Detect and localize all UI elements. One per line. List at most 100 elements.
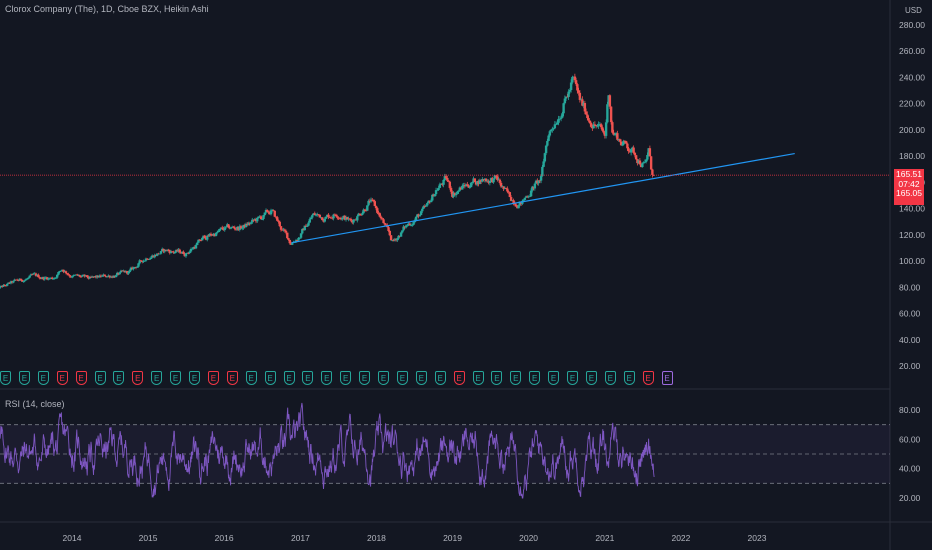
candle bbox=[453, 192, 457, 196]
candle bbox=[567, 89, 570, 101]
candle bbox=[564, 96, 568, 102]
candle bbox=[322, 218, 325, 223]
earnings-badge[interactable]: E bbox=[264, 371, 276, 385]
candle bbox=[273, 210, 276, 217]
candle bbox=[311, 214, 314, 220]
candle bbox=[8, 282, 11, 285]
rsi-title[interactable]: RSI (14, close) bbox=[5, 399, 65, 409]
candle bbox=[358, 213, 361, 216]
candle bbox=[474, 181, 478, 186]
earnings-badge[interactable]: E bbox=[642, 371, 654, 385]
earnings-badge[interactable]: E bbox=[245, 371, 257, 385]
earnings-badge[interactable]: E bbox=[623, 371, 635, 385]
candle bbox=[499, 180, 503, 189]
candle bbox=[94, 275, 98, 279]
earnings-badge[interactable]: E bbox=[340, 371, 352, 385]
earnings-badge[interactable]: E bbox=[170, 371, 182, 385]
earnings-badge[interactable]: E bbox=[321, 371, 333, 385]
candle bbox=[479, 179, 483, 185]
candle bbox=[339, 216, 343, 221]
earnings-badge[interactable]: E bbox=[226, 371, 238, 385]
candle bbox=[638, 158, 642, 166]
earnings-badge[interactable]: E bbox=[453, 371, 465, 385]
candle bbox=[167, 248, 170, 252]
candle bbox=[543, 152, 547, 163]
candle bbox=[532, 186, 535, 191]
earnings-badge[interactable]: E bbox=[415, 371, 427, 385]
earnings-badge[interactable]: E bbox=[661, 371, 673, 385]
candle bbox=[299, 233, 303, 239]
earnings-badge[interactable]: E bbox=[378, 371, 389, 385]
candle bbox=[438, 182, 442, 189]
rsi-line bbox=[0, 402, 655, 499]
candle bbox=[5, 283, 9, 287]
candle bbox=[377, 210, 380, 216]
trendline[interactable] bbox=[291, 152, 795, 244]
candle bbox=[73, 274, 76, 276]
earnings-badge[interactable]: E bbox=[585, 371, 597, 385]
earnings-badge[interactable]: E bbox=[604, 371, 616, 385]
candle bbox=[12, 280, 15, 284]
candle bbox=[366, 205, 369, 211]
price-tick-label: 80.00 bbox=[899, 282, 921, 292]
candle bbox=[24, 278, 28, 281]
candle bbox=[132, 266, 135, 271]
candle bbox=[239, 224, 243, 230]
candle bbox=[159, 250, 163, 255]
earnings-badge[interactable]: E bbox=[434, 371, 446, 385]
candle bbox=[526, 195, 529, 198]
earnings-badge[interactable]: E bbox=[94, 371, 106, 385]
candle bbox=[391, 239, 394, 242]
candle bbox=[284, 229, 288, 235]
candle bbox=[582, 101, 585, 109]
candle bbox=[176, 248, 179, 253]
earnings-badge[interactable]: E bbox=[207, 371, 219, 385]
candle bbox=[153, 253, 156, 259]
candle bbox=[231, 225, 234, 229]
earnings-badge[interactable]: E bbox=[472, 371, 484, 385]
candle bbox=[47, 277, 50, 281]
earnings-badge[interactable]: E bbox=[491, 371, 503, 385]
candle bbox=[7, 282, 10, 285]
candle bbox=[649, 155, 653, 170]
candle bbox=[147, 258, 150, 260]
candle bbox=[91, 275, 94, 279]
candle bbox=[556, 119, 559, 125]
earnings-badge[interactable]: E bbox=[113, 371, 125, 385]
candle bbox=[639, 162, 643, 168]
candle bbox=[642, 161, 645, 164]
candle bbox=[254, 217, 258, 224]
candle bbox=[501, 185, 504, 188]
earnings-badge[interactable]: E bbox=[548, 371, 560, 385]
earnings-badge[interactable]: E bbox=[396, 371, 408, 385]
earnings-badge[interactable]: E bbox=[132, 371, 144, 385]
candle bbox=[304, 223, 308, 227]
earnings-badge[interactable]: E bbox=[283, 371, 295, 385]
candle bbox=[71, 275, 74, 279]
candle bbox=[139, 260, 143, 262]
candle bbox=[213, 233, 216, 237]
candle bbox=[172, 250, 175, 254]
earnings-badge[interactable]: E bbox=[56, 371, 68, 385]
earnings-badge[interactable]: E bbox=[529, 371, 541, 385]
earnings-badge[interactable]: E bbox=[75, 371, 87, 385]
candle bbox=[309, 216, 313, 220]
candle bbox=[109, 275, 113, 279]
earnings-badge[interactable]: E bbox=[359, 371, 371, 385]
candle bbox=[102, 273, 105, 277]
earnings-badge[interactable]: E bbox=[510, 371, 522, 385]
earnings-badge[interactable]: E bbox=[567, 371, 578, 385]
time-tick-label: 2019 bbox=[443, 533, 462, 543]
earnings-badge[interactable]: E bbox=[151, 371, 163, 385]
earnings-badge[interactable]: E bbox=[37, 371, 49, 385]
candle bbox=[351, 219, 354, 225]
candle bbox=[459, 186, 463, 190]
candle bbox=[467, 184, 470, 188]
symbol-title[interactable]: Clorox Company (The), 1D, Cboe BZX, Heik… bbox=[5, 4, 209, 14]
candle bbox=[123, 270, 126, 273]
earnings-badge[interactable]: E bbox=[302, 371, 314, 385]
earnings-badge[interactable]: E bbox=[189, 371, 200, 385]
earnings-badge[interactable]: E bbox=[18, 371, 30, 385]
earnings-badge[interactable]: E bbox=[0, 371, 11, 385]
